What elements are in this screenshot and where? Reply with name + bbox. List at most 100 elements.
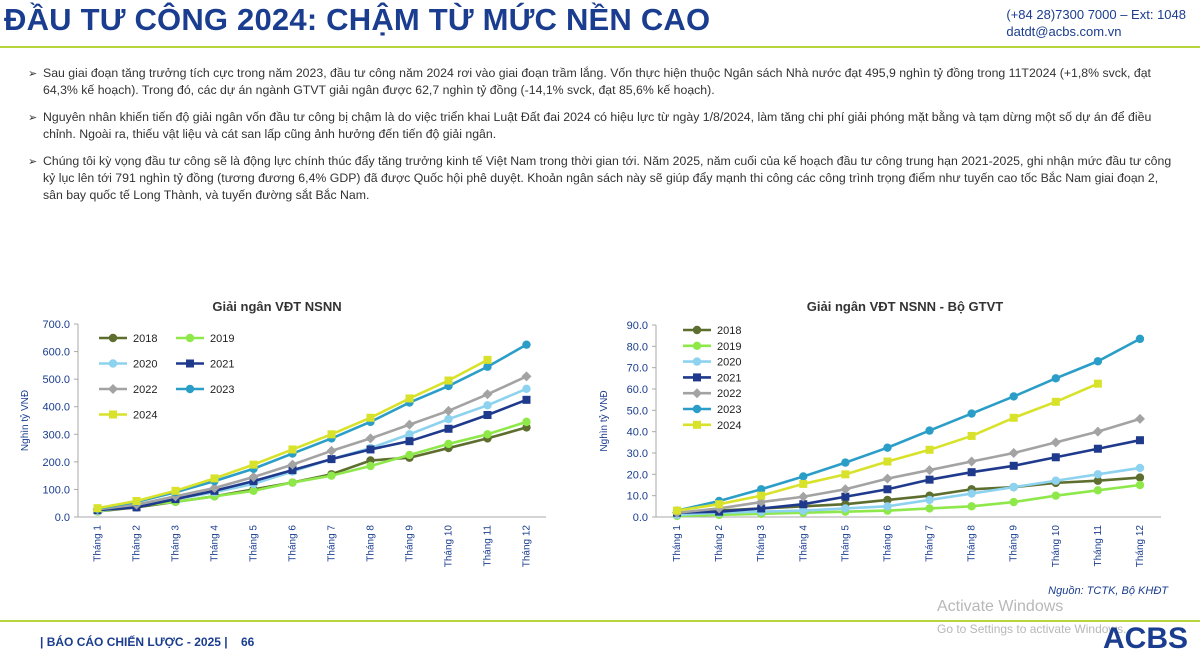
contact: (+84 28)7300 7000 – Ext: 1048 datdt@acbs… [1006,6,1186,40]
marker [715,500,724,509]
series-line [677,483,1141,518]
marker [443,405,454,416]
legend-label: 2023 [717,404,741,416]
legend-label: 2018 [717,325,741,337]
y-axis-label: Nghìn tỷ VNĐ [598,390,610,451]
marker [483,401,492,410]
y-tick-label: 600.0 [42,347,70,359]
marker [967,489,976,498]
chart-title: Giải ngân VĐT NSNN - Bộ GTVT [807,299,1004,314]
marker [444,376,453,385]
y-tick-label: 30.0 [627,448,648,460]
x-tick-label: Tháng 3 [756,525,767,562]
x-tick-label: Tháng 2 [714,525,725,562]
legend-label: 2021 [210,359,234,371]
y-tick-label: 50.0 [627,405,648,417]
marker [522,340,531,349]
marker [925,495,934,505]
marker [288,445,297,454]
marker [925,504,934,513]
series-line [677,438,1141,515]
series-line [97,375,528,511]
marker [1135,480,1145,490]
marker [522,395,531,404]
x-tick-label: Tháng 11 [1093,525,1104,567]
series-line [97,387,528,513]
legend-marker [109,410,117,419]
legend-marker [692,325,702,335]
marker [522,417,531,427]
x-tick-label: Tháng 8 [366,525,377,562]
marker [1009,413,1018,422]
marker [287,459,298,470]
marker [841,492,850,501]
x-tick-label: Tháng 12 [522,525,533,568]
marker [444,414,453,424]
marker [1051,374,1060,383]
marker [883,502,892,511]
marker [249,460,258,469]
marker [967,468,976,477]
series-line [676,466,1141,517]
legend-marker [692,388,702,399]
marker [757,504,766,513]
legend-marker [693,373,701,382]
bullet: Chúng tôi kỳ vọng đầu tư công sẽ là động… [28,153,1178,204]
y-tick-label: 20.0 [627,469,648,481]
marker [925,445,934,454]
marker [327,430,336,439]
page-title: ĐẦU TƯ CÔNG 2024: CHẬM TỪ MỨC NỀN CAO [4,2,711,37]
marker [405,430,414,439]
marker [522,384,531,393]
legend-label: 2019 [717,341,741,353]
legend-marker [186,359,194,368]
bullets: Sau giai đoạn tăng trưởng tích cực trong… [28,65,1178,214]
marker [405,394,414,403]
marker [132,497,141,506]
x-tick-label: Tháng 3 [171,525,182,562]
marker [327,455,336,464]
marker [1135,463,1145,473]
x-tick-label: Tháng 2 [132,525,143,562]
source: Nguồn: TCTK, Bộ KHĐT [1048,585,1168,597]
marker [883,457,892,466]
legend-label: 2022 [717,388,741,400]
marker [1092,426,1103,437]
series-line [97,398,527,512]
email[interactable]: datdt@acbs.com.vn [1006,24,1122,39]
marker [966,456,977,467]
marker [288,478,297,487]
marker [799,506,808,515]
marker [1051,397,1060,406]
report-name: BÁO CÁO CHIẾN LƯỢC - 2025 [46,635,221,649]
x-tick-label: Tháng 7 [327,525,338,562]
legend-label: 2019 [210,333,234,345]
y-tick-label: 0.0 [633,512,648,524]
marker [444,424,453,433]
marker [924,465,935,476]
x-tick-label: Tháng 4 [798,525,809,562]
marker [882,473,893,484]
marker [1051,491,1060,500]
legend-label: 2018 [133,333,157,345]
marker [1009,461,1018,470]
marker [365,433,376,444]
marker [1051,453,1060,462]
x-tick-label: Tháng 9 [405,525,416,562]
marker [210,474,219,483]
marker [248,472,259,483]
chart-title: Giải ngân VĐT NSNN [212,299,341,314]
marker [1051,476,1060,485]
page-number: 66 [240,635,255,649]
y-tick-label: 90.0 [627,320,648,332]
marker [1009,482,1018,492]
y-tick-label: 300.0 [42,429,70,441]
legend-marker [692,404,702,414]
marker [521,371,532,382]
marker [799,500,808,509]
marker [1135,334,1145,344]
legend-marker [692,357,702,366]
x-tick-label: Tháng 10 [1051,525,1062,568]
